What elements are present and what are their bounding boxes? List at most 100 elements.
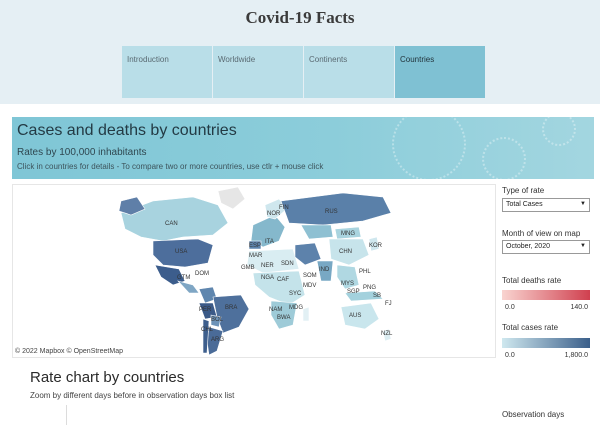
tab-countries[interactable]: Countries	[395, 46, 485, 98]
country-japan-korea[interactable]	[368, 236, 380, 252]
map-label: FIN	[279, 205, 289, 211]
map-label: BWA	[277, 315, 290, 321]
country-north-africa[interactable]	[246, 248, 300, 274]
country-bolivia[interactable]	[210, 314, 222, 328]
rate-chart-subtitle: Zoom by different days before in observa…	[30, 391, 235, 400]
map-label: RUS	[325, 209, 338, 215]
country-australia[interactable]	[340, 302, 380, 330]
map-label: DOM	[195, 271, 209, 277]
country-india[interactable]	[316, 260, 334, 282]
country-china[interactable]	[328, 238, 370, 266]
country-kazakhstan[interactable]	[300, 224, 334, 240]
month-dropdown[interactable]: October, 2020 ▼	[502, 240, 590, 254]
tab-worldwide[interactable]: Worldwide	[213, 46, 303, 98]
world-map-canvas[interactable]: CAN USA DOM GTM PER BRA ARG CHL BOL NOR …	[13, 185, 497, 359]
chart-axis-line	[66, 405, 67, 425]
map-label: ITA	[265, 239, 274, 245]
deaths-legend-label: Total deaths rate	[502, 276, 562, 285]
country-canada[interactable]	[120, 196, 229, 242]
header-bar: Covid-19 Facts Introduction Worldwide Co…	[0, 0, 600, 104]
map-label: SB	[373, 293, 381, 299]
tab-continents[interactable]: Continents	[304, 46, 394, 98]
map-label: MDV	[303, 283, 316, 289]
country-usa[interactable]	[152, 238, 214, 268]
country-southeast-asia[interactable]	[336, 264, 360, 290]
country-mexico[interactable]	[154, 264, 186, 286]
cases-legend-min: 0.0	[505, 352, 515, 359]
virus-decoration	[542, 117, 576, 146]
map-label: BOL	[211, 317, 224, 323]
country-spain[interactable]	[248, 240, 262, 250]
tab-introduction[interactable]: Introduction	[122, 46, 212, 98]
map-label: ARG	[211, 337, 224, 343]
deaths-legend-max: 140.0	[570, 304, 588, 311]
caret-down-icon: ▼	[580, 243, 586, 249]
country-central-america[interactable]	[177, 280, 200, 294]
map-label: SGP	[347, 289, 360, 295]
type-of-rate-label: Type of rate	[502, 186, 545, 195]
map-label: BRA	[225, 305, 237, 311]
country-madagascar[interactable]	[302, 306, 310, 322]
world-map[interactable]: CAN USA DOM GTM PER BRA ARG CHL BOL NOR …	[12, 184, 496, 358]
banner-hint: Click in countries for details - To comp…	[17, 162, 324, 171]
map-label: SDN	[281, 261, 294, 267]
map-label: USA	[175, 249, 187, 255]
map-label: NAM	[269, 307, 282, 313]
section-banner: Cases and deaths by countries Rates by 1…	[12, 117, 594, 179]
banner-title: Cases and deaths by countries	[17, 122, 237, 139]
map-label: PER	[199, 307, 212, 313]
map-label: CAF	[277, 277, 289, 283]
map-credit: © 2022 Mapbox © OpenStreetMap	[15, 348, 123, 355]
map-label: CHL	[201, 327, 214, 333]
country-chile[interactable]	[202, 318, 210, 354]
rate-chart-title: Rate chart by countries	[30, 369, 185, 386]
virus-decoration	[482, 137, 526, 179]
map-label: IND	[319, 267, 330, 273]
country-southern-africa[interactable]	[270, 300, 298, 330]
banner-subtitle: Rates by 100,000 inhabitants	[17, 147, 147, 158]
month-value: October, 2020	[506, 243, 550, 250]
country-middle-east[interactable]	[294, 242, 322, 266]
map-label: SOM	[303, 273, 317, 279]
country-brazil[interactable]	[212, 294, 250, 334]
map-label: PNG	[363, 285, 376, 291]
caret-down-icon: ▼	[580, 201, 586, 207]
deaths-legend-gradient	[502, 290, 590, 300]
country-indonesia[interactable]	[344, 290, 384, 302]
country-new-zealand[interactable]	[382, 328, 392, 342]
map-label: NER	[261, 263, 274, 269]
map-label: GTM	[177, 275, 190, 281]
map-label: CHN	[339, 249, 352, 255]
map-label: MAR	[249, 253, 263, 259]
virus-decoration	[392, 117, 466, 179]
app-title: Covid-19 Facts	[245, 8, 355, 27]
deaths-legend-min: 0.0	[505, 304, 515, 311]
map-label: MYS	[341, 281, 354, 287]
map-label: PHL	[359, 269, 371, 275]
month-label: Month of view on map	[502, 229, 581, 238]
type-of-rate-dropdown[interactable]: Total Cases ▼	[502, 198, 590, 212]
cases-legend-label: Total cases rate	[502, 323, 559, 332]
tab-bar: Introduction Worldwide Continents Countr…	[122, 46, 486, 98]
map-label: GMB	[241, 265, 255, 271]
country-greenland[interactable]	[217, 186, 246, 210]
map-label: ESP	[249, 243, 261, 249]
country-scandinavia[interactable]	[264, 198, 288, 220]
map-label: MNG	[341, 231, 355, 237]
country-alaska[interactable]	[118, 196, 146, 216]
observation-days-label: Observation days	[502, 410, 565, 419]
map-label: NOR	[267, 211, 281, 217]
map-label: FJ	[385, 301, 392, 307]
type-of-rate-value: Total Cases	[506, 201, 543, 208]
cases-legend-max: 1,800.0	[564, 352, 588, 359]
country-russia[interactable]	[280, 192, 392, 226]
map-label: AUS	[349, 313, 361, 319]
map-label: MDG	[289, 305, 303, 311]
map-label: NZL	[381, 331, 393, 337]
map-label: CAN	[165, 221, 178, 227]
map-label: KOR	[369, 243, 383, 249]
cases-legend-gradient	[502, 338, 590, 348]
country-mongolia[interactable]	[334, 226, 362, 240]
map-label: NGA	[261, 275, 274, 281]
map-label: SYC	[289, 291, 302, 297]
